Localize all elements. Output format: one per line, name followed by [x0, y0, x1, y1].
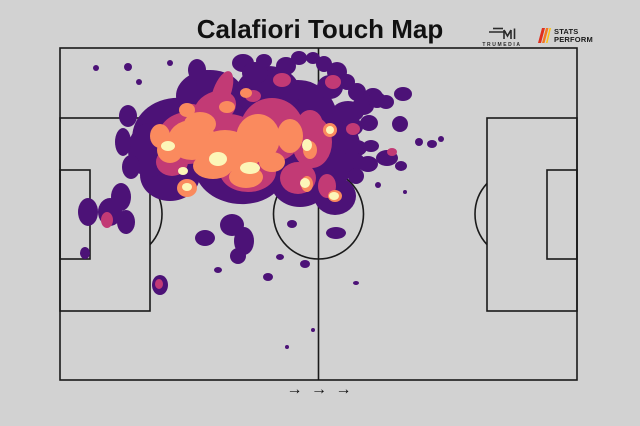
- trumedia-logo-label: TRUMEDIA: [482, 42, 522, 48]
- attack-direction-arrows: → → →: [286, 381, 354, 398]
- page-title: Calafiori Touch Map: [196, 14, 444, 44]
- trumedia-logo: TRUMEDIA: [476, 26, 528, 48]
- stats-perform-logo-icon: [538, 28, 551, 43]
- stats-perform-line2: PERFORM: [554, 34, 593, 44]
- stats-perform-line1: STATS: [554, 27, 579, 36]
- logo-group: TRUMEDIA STATS PERFORM: [476, 26, 632, 48]
- stats-perform-logo: STATS PERFORM: [538, 27, 593, 44]
- heat-layer-peak-density-cream: [161, 126, 339, 200]
- heat-layer-low-density-purple: [78, 51, 444, 349]
- trumedia-logo-icon: [489, 27, 516, 39]
- stats-perform-logo-text: STATS PERFORM: [554, 28, 593, 43]
